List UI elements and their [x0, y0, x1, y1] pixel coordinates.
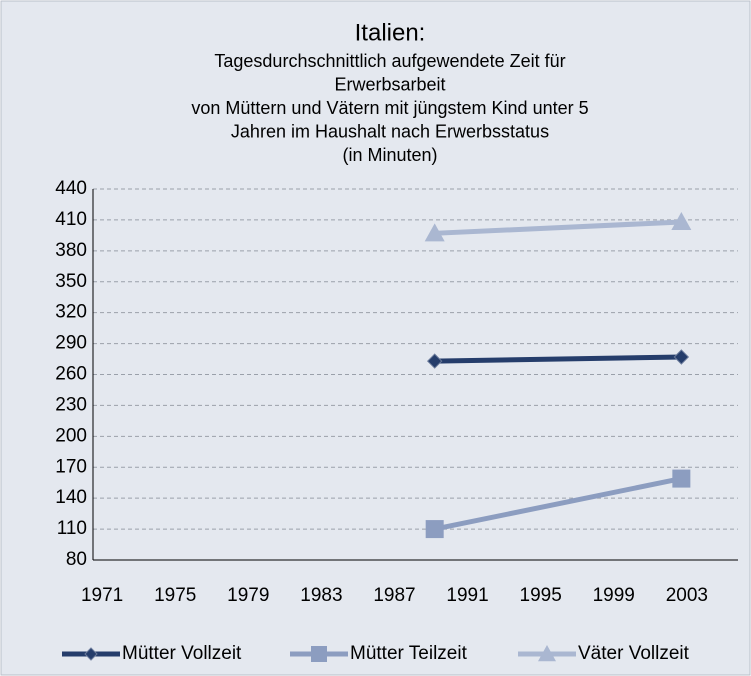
legend-label: Mütter Teilzeit — [350, 643, 468, 664]
y-tick-label: 80 — [66, 549, 87, 570]
chart-title: Italien: — [355, 19, 426, 46]
chart-subtitle: Erwerbsarbeit — [334, 74, 445, 94]
y-tick-label: 140 — [55, 487, 87, 508]
series-line — [434, 219, 682, 236]
marker — [673, 349, 690, 365]
x-tick-label: 1983 — [300, 585, 342, 606]
legend-label: Mütter Vollzeit — [122, 643, 242, 664]
y-tick-label: 320 — [55, 302, 87, 323]
marker — [424, 223, 445, 242]
marker — [84, 647, 98, 661]
y-tick-label: 230 — [55, 394, 87, 415]
marker — [672, 469, 691, 488]
y-tick-label: 260 — [55, 364, 87, 385]
chart-subtitle: von Müttern und Vätern mit jüngstem Kind… — [191, 98, 588, 118]
chart-subtitle: Jahren im Haushalt nach Erwerbsstatus — [231, 121, 549, 141]
x-tick-label: 1987 — [373, 585, 415, 606]
y-tick-label: 170 — [55, 456, 87, 477]
marker — [425, 520, 444, 539]
x-tick-label: 1999 — [593, 585, 635, 606]
chart-subtitle: Tagesdurchschnittlich aufgewendete Zeit … — [214, 51, 565, 71]
x-tick-label: 1971 — [81, 585, 123, 606]
y-tick-label: 110 — [57, 518, 87, 539]
marker — [311, 646, 327, 662]
legend-label: Väter Vollzeit — [578, 643, 690, 664]
series-line — [434, 476, 682, 532]
marker — [671, 211, 692, 230]
y-tick-label: 380 — [55, 240, 87, 261]
y-tick-label: 200 — [55, 425, 87, 446]
x-tick-label: 1991 — [446, 585, 488, 606]
series-line — [434, 354, 682, 364]
x-tick-label: 1995 — [520, 585, 562, 606]
x-tick-label: 2003 — [666, 585, 708, 606]
marker — [426, 353, 443, 369]
x-tick-label: 1979 — [227, 585, 269, 606]
chart-subtitle: (in Minuten) — [342, 145, 437, 165]
y-tick-label: 440 — [55, 178, 87, 199]
y-tick-label: 350 — [55, 271, 87, 292]
x-tick-label: 1975 — [154, 585, 196, 606]
y-tick-label: 410 — [55, 209, 87, 230]
marker — [538, 645, 556, 662]
y-tick-label: 290 — [55, 333, 87, 354]
